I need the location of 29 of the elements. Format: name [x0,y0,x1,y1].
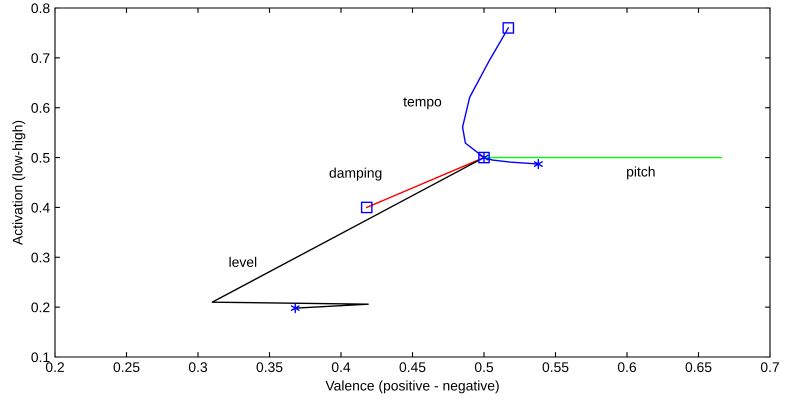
x-tick-label: 0.4 [332,362,350,372]
y-tick-label: 0.5 [31,152,50,163]
x-tick-label: 0.65 [686,362,712,372]
x-tick-label: 0.3 [188,362,208,372]
x-tick-label: 0.2 [46,362,64,372]
y-axis-title: Activation (low-high) [12,120,26,245]
y-tick-label: 0.3 [31,252,50,262]
y-tick-label: 0.2 [31,302,50,312]
x-tick-label: 0.5 [474,362,494,372]
x-tick-label: 0.7 [760,362,779,372]
y-tick-label: 0.4 [31,202,50,213]
series-label: damping [330,168,382,181]
x-tick-label: 0.45 [400,362,426,372]
y-tick-label: 0.7 [31,53,50,64]
x-tick-label: 0.55 [542,362,568,372]
series-label: level [230,256,256,267]
point [534,158,543,170]
point [502,22,514,34]
series-label: pitch [627,166,655,180]
x-tick-label: 0.25 [114,362,140,372]
point [360,202,373,214]
y-tick-label: 0.8 [31,3,50,14]
series-label: tempo [403,97,442,110]
x-tick-label: 0.35 [256,362,282,372]
x-axis-title: Valence (positive - negative) [325,380,499,394]
point [290,303,300,314]
x-tick-label: 0.6 [618,362,636,372]
y-tick-label: 0.1 [31,352,50,362]
y-tick-label: 0.6 [31,103,50,113]
